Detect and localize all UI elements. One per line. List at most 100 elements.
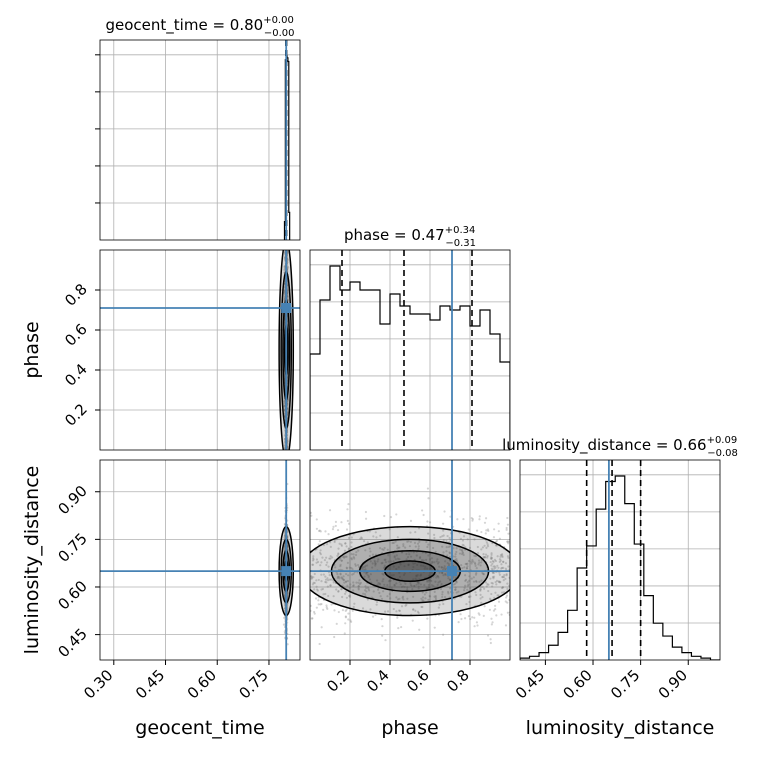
scatter-point: [395, 582, 398, 585]
scatter-point: [442, 551, 445, 554]
scatter-point: [465, 562, 468, 566]
scatter-point: [475, 567, 478, 570]
scatter-point: [369, 573, 372, 576]
scatter-point: [374, 564, 377, 567]
scatter-point: [458, 552, 462, 555]
scatter-point: [416, 581, 419, 584]
scatter-point: [474, 562, 477, 566]
scatter-point: [492, 609, 496, 612]
scatter-point: [433, 561, 436, 564]
scatter-point: [482, 555, 485, 559]
scatter-point: [484, 581, 488, 584]
scatter-point: [452, 583, 455, 586]
scatter-point: [426, 545, 429, 549]
axes-frame: [99, 459, 301, 661]
scatter-point: [352, 555, 355, 559]
scatter-point: [485, 541, 489, 544]
scatter-point: [317, 560, 320, 564]
scatter-point: [397, 609, 401, 612]
scatter-point: [462, 553, 465, 557]
scatter-point: [347, 574, 350, 577]
scatter-point: [415, 575, 418, 578]
scatter-point: [345, 567, 349, 570]
scatter-point: [337, 590, 340, 593]
title-plus: +0.34: [445, 225, 476, 236]
scatter-point: [393, 583, 396, 587]
scatter-point: [494, 559, 498, 563]
scatter-point: [439, 580, 442, 583]
scatter-point: [366, 541, 369, 544]
scatter-point: [401, 595, 405, 598]
y-tick-label: 0.6: [61, 320, 91, 350]
scatter-point: [341, 595, 344, 599]
scatter-point: [506, 601, 509, 604]
scatter-point: [491, 559, 494, 563]
scatter-point: [414, 545, 417, 548]
scatter-point: [317, 599, 320, 602]
scatter-point: [419, 583, 422, 586]
scatter-point: [466, 562, 469, 565]
scatter-point: [427, 543, 430, 546]
x-tick-label: 0.4: [363, 666, 393, 696]
scatter-point: [392, 541, 395, 544]
scatter-point: [320, 626, 323, 629]
scatter-point: [323, 558, 327, 562]
scatter-point: [350, 545, 353, 549]
scatter-point: [459, 613, 462, 616]
scatter-point: [310, 577, 313, 580]
scatter-point: [404, 546, 407, 549]
scatter-point: [449, 515, 452, 518]
scatter-point: [381, 572, 384, 575]
truth-marker: [281, 566, 292, 577]
scatter-point: [357, 549, 360, 552]
x-tick-label: 0.30: [80, 666, 116, 702]
scatter-point: [362, 566, 365, 569]
scatter-point: [495, 539, 499, 542]
scatter-point: [339, 563, 342, 566]
scatter-point: [449, 578, 452, 581]
scatter-point: [421, 605, 424, 609]
scatter-point: [348, 586, 351, 589]
axes-frame: [309, 459, 511, 661]
scatter-point: [471, 558, 474, 562]
scatter-point: [325, 563, 328, 567]
scatter-point: [327, 533, 330, 536]
scatter-point: [500, 567, 503, 570]
y-tick-label: 0.8: [61, 280, 91, 310]
scatter-point: [324, 580, 327, 584]
scatter-point: [473, 616, 476, 619]
scatter-point: [345, 555, 348, 558]
scatter-point: [498, 573, 501, 576]
scatter-point: [360, 537, 364, 540]
scatter-point: [482, 573, 486, 576]
scatter-point: [460, 564, 463, 567]
scatter-point: [442, 529, 445, 532]
scatter-point: [360, 536, 363, 539]
scatter-point: [462, 517, 465, 521]
scatter-point: [502, 579, 505, 582]
scatter-point: [491, 562, 494, 565]
scatter-point: [381, 634, 384, 637]
scatter-point: [454, 558, 457, 562]
scatter-point: [461, 549, 464, 552]
scatter-point: [454, 582, 457, 585]
scatter-point: [504, 624, 508, 627]
scatter-point: [402, 585, 405, 588]
scatter-point: [408, 553, 411, 556]
scatter-point: [477, 563, 480, 566]
scatter-point: [501, 586, 504, 589]
scatter-point: [345, 566, 348, 569]
scatter-point: [316, 589, 319, 592]
scatter-point: [340, 521, 343, 524]
scatter-point: [344, 555, 347, 558]
scatter-point: [398, 575, 402, 578]
scatter-point: [467, 559, 471, 563]
scatter-point: [376, 588, 380, 591]
scatter-point: [321, 587, 325, 591]
scatter-point: [345, 528, 349, 531]
scatter-point: [422, 599, 425, 602]
scatter-point: [340, 559, 343, 562]
scatter-point: [382, 566, 386, 569]
scatter-point: [424, 597, 427, 600]
x-tick-label: 0.6: [403, 666, 433, 696]
